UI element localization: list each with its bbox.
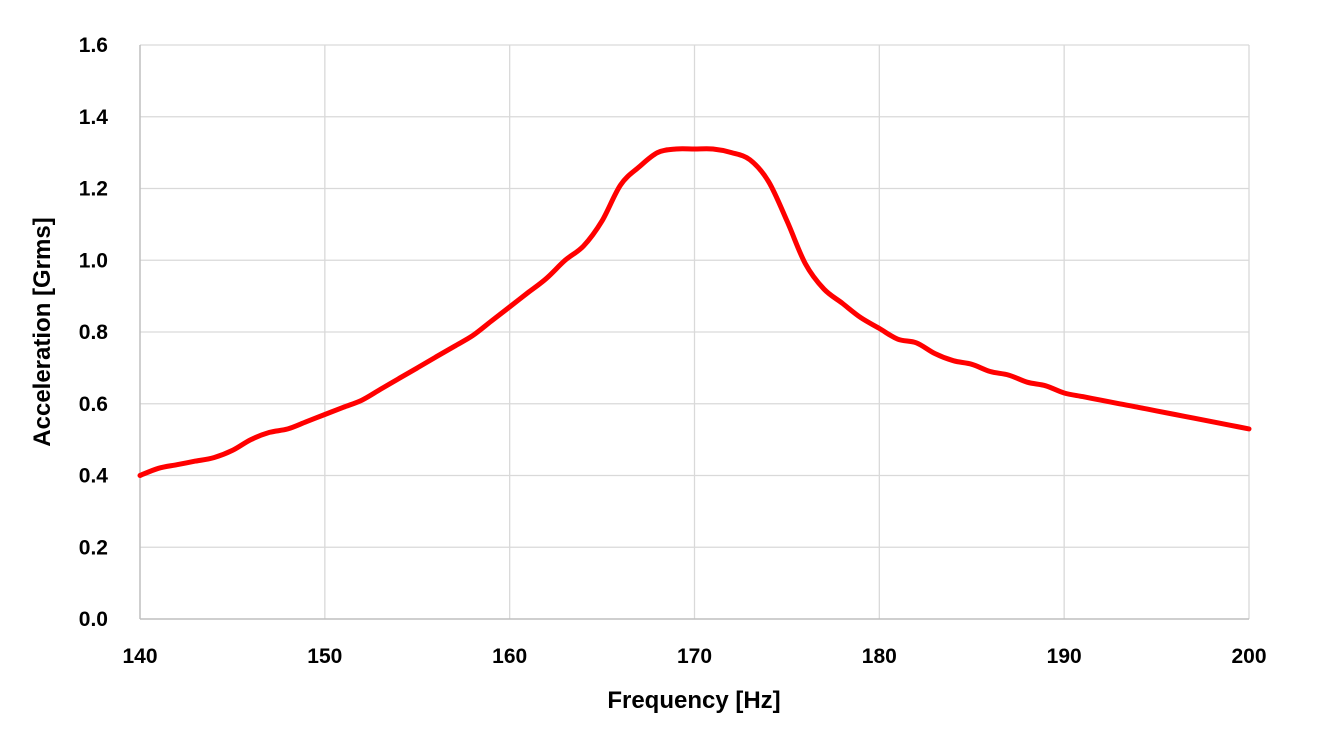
x-tick-label: 160	[492, 645, 527, 668]
x-tick-label: 190	[1047, 645, 1082, 668]
y-tick-label: 1.4	[79, 106, 109, 129]
y-tick-label: 1.2	[79, 178, 108, 201]
x-gridlines	[324, 45, 1250, 619]
series-layer	[137, 146, 1252, 478]
y-tick-label: 0.4	[79, 465, 109, 488]
x-axis-title: Frequency [Hz]	[607, 687, 780, 714]
y-tick-labels: 0.0 0.2 0.4 0.6 0.8 1.0 1.2 1.4 1.6	[79, 34, 109, 631]
y-tick-label: 0.8	[79, 321, 109, 344]
x-tick-label: 170	[677, 645, 712, 668]
y-tick-label: 0.6	[79, 393, 108, 416]
axes	[139, 45, 1249, 620]
y-tick-label: 1.6	[79, 34, 108, 57]
y-axis-title: Acceleration [Grms]	[29, 217, 56, 446]
y-tick-label: 1.0	[79, 249, 108, 272]
y-tick-label: 0.0	[79, 608, 108, 631]
x-tick-label: 140	[122, 645, 157, 668]
x-tick-label: 150	[307, 645, 342, 668]
series-line	[137, 146, 1252, 478]
y-tick-label: 0.2	[79, 536, 108, 559]
x-tick-labels: 140 150 160 170 180 190 200	[122, 645, 1266, 668]
x-tick-label: 200	[1231, 645, 1266, 668]
x-tick-label: 180	[862, 645, 897, 668]
